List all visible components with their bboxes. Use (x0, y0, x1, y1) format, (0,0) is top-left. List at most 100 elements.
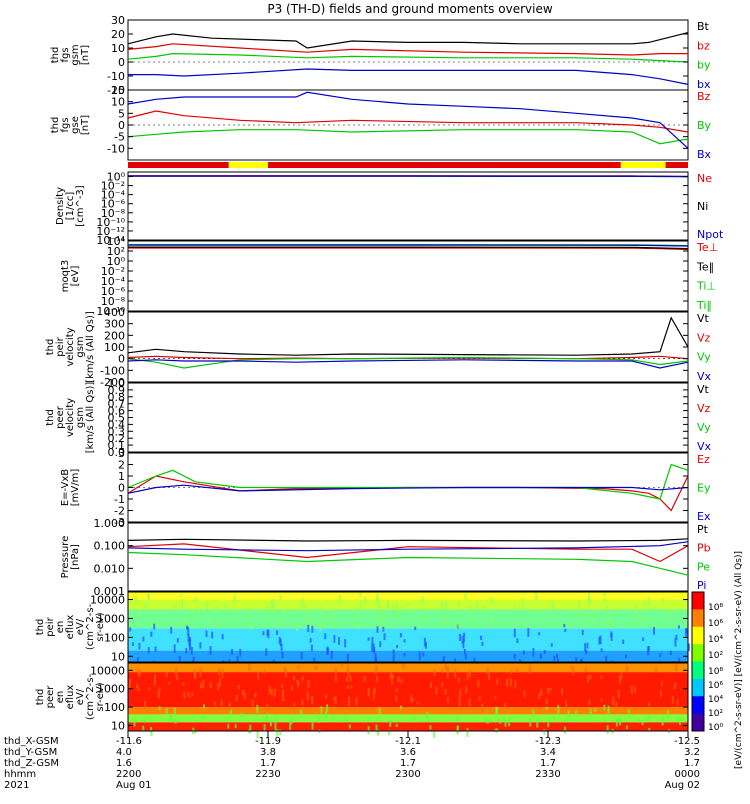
spectrogram-noise (202, 679, 205, 689)
y-axis-label: thd peer velocity gsm [km/s (All Qs)] (45, 382, 96, 454)
spectrogram-noise (295, 623, 298, 632)
spectrogram-noise (158, 706, 161, 711)
spectrogram-noise (274, 715, 277, 721)
spectrogram-noise (441, 682, 444, 688)
spectrogram-noise (607, 618, 610, 627)
spectrogram-noise (461, 635, 464, 644)
series-line-te (128, 247, 689, 251)
y-axis-label-line: velocity (65, 398, 76, 437)
spectrogram-noise (205, 601, 208, 610)
spectrogram-noise (188, 638, 191, 647)
colorbar-segment (692, 609, 704, 628)
spectrogram-noise (228, 702, 231, 711)
spectrogram-noise (423, 637, 426, 647)
spectrogram-band (128, 650, 688, 662)
spectrogram-noise (301, 699, 304, 705)
spectrogram-noise (265, 648, 268, 656)
colorbar-tick-label: 10² (708, 651, 723, 661)
y-axis-label-line: thd (45, 339, 56, 356)
spectrogram-noise (521, 603, 524, 611)
y-tick-label: 10⁰ (107, 255, 126, 268)
spectrogram-noise (348, 696, 351, 706)
spectrogram-noise (347, 665, 350, 674)
spectrogram-noise (221, 634, 224, 640)
spectrogram-noise (600, 675, 603, 679)
y-axis-label-line: gsm (70, 44, 81, 65)
y-tick-label: 0.7 (108, 398, 126, 411)
legend-entry: Te⊥ (696, 241, 718, 254)
spectrogram-noise (486, 667, 489, 675)
spectrogram-noise (142, 636, 145, 642)
series-line-bx (128, 68, 689, 85)
spectrogram-noise (641, 719, 644, 726)
spectrogram-noise (468, 605, 471, 613)
spectrogram-noise (441, 600, 444, 610)
spectrogram-noise (547, 722, 550, 727)
spectrogram-noise (529, 717, 532, 727)
spectrogram-noise (610, 632, 613, 641)
page-title: P3 (TH-D) fields and ground moments over… (267, 2, 552, 16)
spectrogram-noise (281, 689, 284, 696)
legend-entry: Vz (697, 402, 711, 415)
spectrogram-noise (488, 673, 491, 681)
spectrogram-noise (584, 643, 587, 652)
spectrogram-noise (211, 631, 214, 639)
spectrogram-noise (297, 665, 300, 669)
spectrogram-noise (205, 630, 208, 637)
spectrogram-noise (364, 596, 367, 603)
y-tick-label: 10⁻² (101, 265, 125, 278)
spectrogram-noise (231, 648, 234, 655)
y-axis-label-line: peer (55, 405, 66, 429)
spectrogram-noise (128, 683, 131, 689)
y-axis-label-line: velocity (65, 327, 76, 366)
spectrogram-noise (375, 724, 378, 733)
spectrogram-noise (543, 729, 546, 735)
spectrogram-noise (476, 602, 479, 610)
spectrogram-noise (397, 676, 400, 683)
legend-entry: bz (697, 39, 710, 52)
spectrogram-noise (382, 626, 385, 632)
spectrogram-noise (565, 700, 568, 710)
legend-entry: Ey (697, 482, 711, 495)
spectrogram-band (128, 663, 688, 673)
spectrogram-noise (186, 625, 189, 630)
spectrogram-noise (446, 666, 449, 670)
spectrogram-noise (373, 687, 376, 693)
y-axis-label-line: [cm^-3] (75, 185, 86, 226)
footer-row-value: 3.4 (540, 747, 556, 758)
y-axis-label-line: gsm (75, 336, 86, 357)
y-tick-label: 1000 (97, 612, 125, 625)
spectrogram-noise (625, 725, 628, 729)
y-tick-label: 10 (111, 650, 125, 663)
spectrogram-noise (236, 656, 239, 662)
spectrogram-noise (391, 605, 394, 611)
spectrogram-noise (285, 670, 288, 678)
spectrogram-noise (399, 633, 402, 638)
spectrogram-noise (194, 730, 197, 734)
y-tick-label: 10⁻⁶ (101, 198, 126, 211)
y-axis-label-line: en (55, 621, 66, 634)
spectrogram-noise (165, 707, 168, 715)
spectrogram-noise (300, 709, 303, 716)
footer-row-value: Aug 01 (116, 780, 151, 791)
spectrogram-noise (334, 622, 337, 629)
spectrogram-noise (581, 612, 584, 620)
footer-row-value: Aug 02 (665, 780, 700, 791)
spectrogram-noise (268, 685, 271, 695)
spectrogram-noise (333, 635, 336, 643)
y-axis-label-line: eV/ (75, 688, 86, 705)
spectrogram-noise (346, 685, 349, 689)
spectrogram-noise (399, 705, 402, 709)
spectrogram-noise (443, 615, 446, 624)
legend-entry: Pe (697, 560, 710, 573)
y-tick-label: 0.3 (108, 425, 126, 438)
y-tick-label: -5 (114, 131, 125, 144)
spectrogram-noise (669, 650, 672, 656)
y-axis-label-line: gsm (75, 407, 86, 428)
footer-row-value: 2230 (255, 769, 280, 780)
spectrogram-noise (540, 611, 543, 616)
series-line-bz (127, 110, 689, 133)
spectrogram-noise (208, 601, 211, 605)
y-axis-label-line: peer (45, 685, 56, 709)
spectrogram-noise (217, 668, 220, 676)
